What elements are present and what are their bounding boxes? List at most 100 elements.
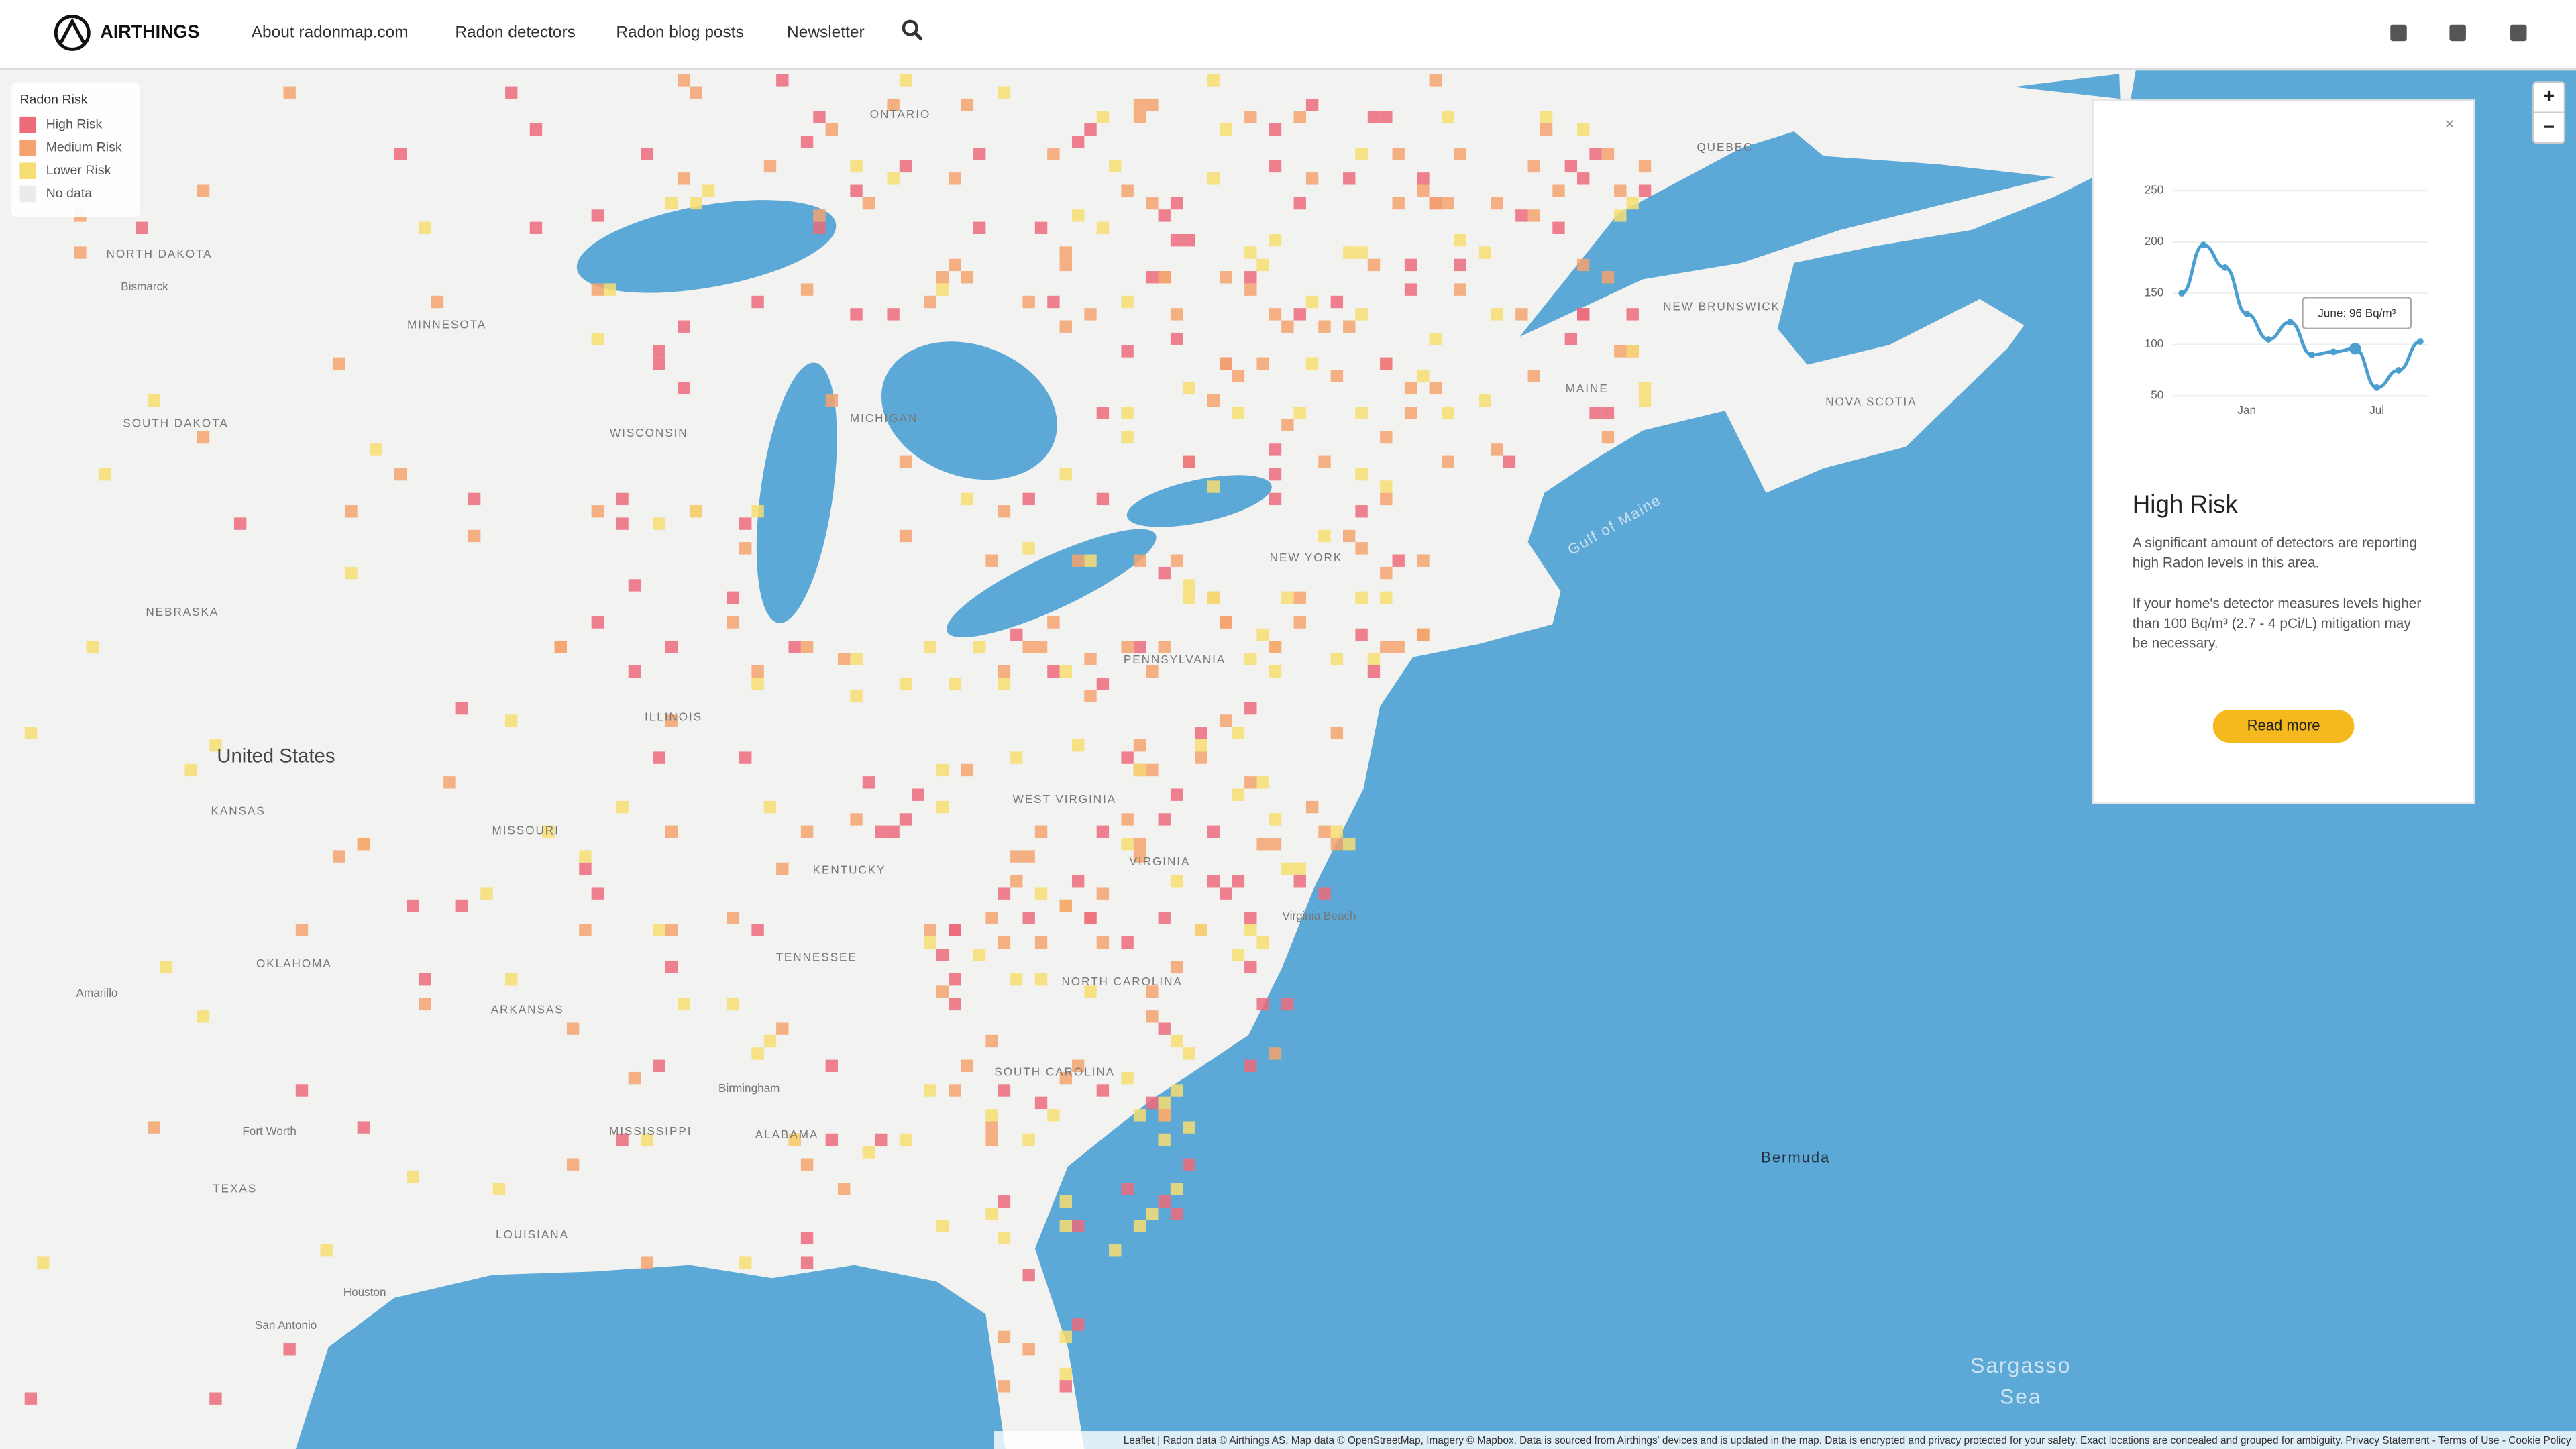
risk-cell	[850, 653, 863, 665]
risk-cell	[1146, 271, 1159, 284]
risk-cell	[37, 1256, 50, 1269]
risk-cell	[653, 1059, 665, 1072]
risk-cell	[1305, 800, 1319, 814]
brand[interactable]: AIRTHINGS	[100, 21, 199, 42]
map-label: OKLAHOMA	[256, 957, 332, 970]
risk-cell	[1071, 554, 1085, 567]
risk-cell	[800, 641, 814, 653]
nav-link[interactable]: About radonmap.com	[252, 23, 409, 41]
risk-cell	[579, 850, 592, 863]
risk-cell	[1158, 1195, 1171, 1208]
risk-cell	[1343, 172, 1356, 185]
search-icon[interactable]	[902, 19, 923, 41]
risk-cell	[1096, 825, 1110, 838]
nav-link[interactable]: Radon detectors	[455, 23, 576, 41]
risk-cell	[320, 1244, 333, 1257]
risk-cell	[1429, 74, 1442, 87]
risk-cell	[850, 184, 863, 197]
logo[interactable]	[54, 15, 91, 51]
risk-cell	[1503, 455, 1516, 468]
nav-link[interactable]: Newsletter	[787, 23, 865, 41]
risk-cell	[468, 529, 481, 543]
risk-cell	[505, 973, 518, 986]
risk-cell	[1305, 172, 1319, 185]
risk-cell	[616, 492, 629, 506]
risk-cell	[961, 271, 974, 284]
facebook-icon[interactable]	[2449, 24, 2466, 42]
map-labels: ONTARIO QUEBEC NORTH DAKOTA MINNESOTA SOUTH …	[76, 107, 2070, 1409]
risk-cell	[665, 714, 678, 727]
risk-cell	[751, 678, 764, 690]
risk-cell	[1059, 246, 1072, 259]
risk-cell	[1638, 160, 1652, 173]
risk-cell	[1047, 295, 1060, 309]
risk-cell	[1269, 443, 1282, 456]
risk-cell	[1577, 172, 1590, 185]
risk-cell	[1417, 554, 1430, 567]
zoom-in[interactable]: +	[2543, 85, 2555, 107]
risk-cell	[1638, 394, 1652, 407]
risk-cell	[998, 665, 1011, 678]
risk-cell	[936, 1220, 949, 1232]
risk-cell	[1367, 258, 1381, 272]
risk-cell	[1589, 407, 1602, 419]
risk-cell	[665, 641, 678, 653]
risk-cell	[1034, 936, 1048, 949]
risk-cell	[1269, 308, 1282, 321]
risk-cell	[431, 295, 444, 309]
risk-cell	[899, 160, 912, 173]
risk-cell	[1146, 985, 1159, 998]
search-lens	[902, 19, 918, 36]
chart-point	[2349, 343, 2361, 355]
risk-cell	[1269, 641, 1282, 653]
risk-cell	[1158, 1109, 1171, 1122]
risk-cell	[1022, 492, 1035, 506]
risk-cell	[1293, 197, 1306, 210]
linkedin-icon[interactable]	[2510, 24, 2527, 42]
risk-cell	[1491, 443, 1503, 456]
map-label: United States	[217, 745, 335, 767]
zoom-out[interactable]: −	[2543, 116, 2555, 138]
risk-cell	[751, 665, 764, 678]
risk-cell	[1256, 936, 1269, 949]
risk-cell	[160, 961, 173, 974]
risk-cell	[1281, 591, 1294, 604]
risk-cell	[825, 1059, 838, 1072]
risk-cell	[1183, 1158, 1195, 1171]
risk-cell	[419, 221, 431, 234]
risk-cell	[800, 825, 814, 838]
risk-cell	[1343, 246, 1356, 259]
map-label: MINNESOTA	[407, 317, 486, 331]
risk-cell	[86, 641, 99, 653]
legend-swatch	[19, 140, 36, 156]
risk-cell	[591, 332, 604, 345]
risk-cell	[1133, 1220, 1146, 1232]
risk-cell	[1564, 332, 1578, 345]
read-more-button[interactable]	[2212, 709, 2355, 743]
risk-cell	[1170, 788, 1183, 801]
twitter-icon[interactable]	[2390, 24, 2407, 42]
chart-point	[2200, 241, 2207, 249]
risk-cell	[1417, 628, 1430, 641]
risk-cell	[283, 1343, 296, 1356]
nav-link[interactable]: Radon blog posts	[616, 23, 743, 41]
risk-cell	[1232, 875, 1245, 888]
risk-cell	[1269, 813, 1282, 826]
risk-cell	[1146, 1208, 1159, 1220]
risk-cell	[1552, 184, 1565, 197]
risk-cell	[1638, 184, 1652, 197]
risk-cell	[1220, 271, 1232, 284]
risk-cells	[24, 74, 1652, 1405]
risk-cell	[1121, 936, 1134, 949]
legend-swatch	[19, 185, 36, 203]
risk-cell	[825, 123, 838, 136]
risk-cell	[1146, 763, 1159, 777]
read-more-label[interactable]: Read more	[2247, 716, 2320, 733]
risk-cell	[1281, 862, 1294, 875]
risk-cell	[1071, 875, 1085, 888]
risk-cell	[998, 86, 1011, 99]
tooltip-box	[2302, 297, 2412, 330]
risk-cell	[985, 1034, 998, 1048]
close-button[interactable]: ×	[2445, 115, 2454, 133]
risk-cell	[1146, 1010, 1159, 1023]
